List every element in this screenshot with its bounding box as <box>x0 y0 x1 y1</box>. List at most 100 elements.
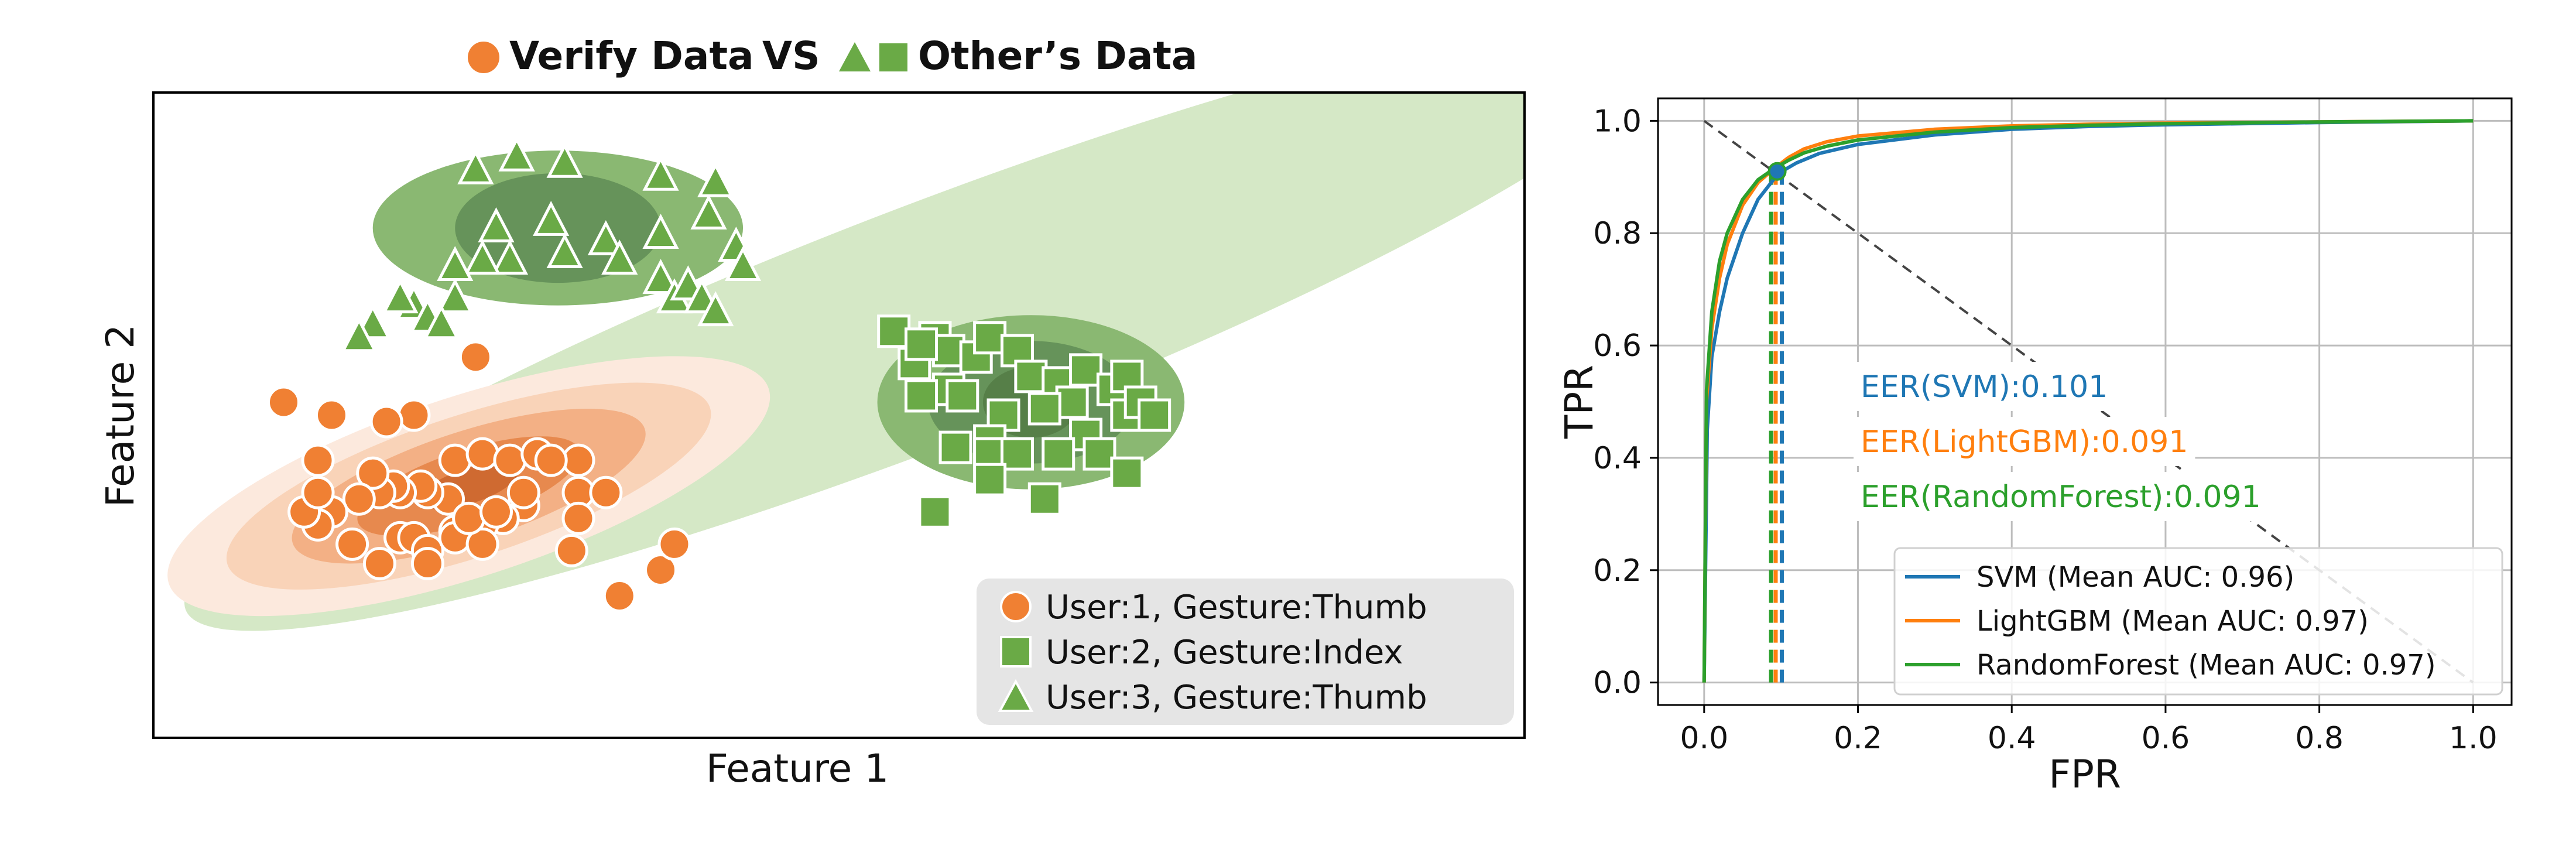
roc-legend-box <box>1893 547 2503 696</box>
scatter-point-square <box>1138 398 1171 432</box>
y-tick-label: 0.2 <box>1593 553 1642 588</box>
scatter-point-triangle <box>697 291 734 327</box>
y-tick-label: 1.0 <box>1593 104 1642 139</box>
scatter-point-triangle <box>546 142 583 178</box>
scatter-point-circle <box>452 501 486 535</box>
scatter-point-circle <box>479 495 513 529</box>
roc-y-label: TPR <box>1557 365 1602 439</box>
scatter-point-triangle <box>601 239 638 275</box>
scatter-point-triangle <box>437 278 474 314</box>
scatter-point-circle <box>301 475 335 509</box>
scatter-point-square <box>1000 437 1034 471</box>
scatter-chart: Feature 1 Feature 2 User:1, Gesture:Thum… <box>98 91 1526 791</box>
eer-point <box>1767 162 1787 181</box>
eer-label-randomforest: EER(RandomForest):0.091 <box>1861 480 2261 515</box>
roc-legend: SVM (Mean AUC: 0.96) LightGBM (Mean AUC:… <box>1893 547 2503 696</box>
scatter-point-square <box>931 334 965 368</box>
triangle-icon <box>839 42 871 71</box>
scatter-legend-box <box>977 579 1514 725</box>
scatter-point-square <box>877 314 911 348</box>
x-tick-label: 0.8 <box>2295 721 2344 756</box>
roc-ticks: 0.0 0.2 0.4 0.6 0.8 1.0 0.0 0.2 0.4 0.6 0.8 1.0 <box>1593 104 2497 756</box>
scatter-point-circle <box>397 398 431 432</box>
scatter-point-square <box>1069 353 1103 387</box>
scatter-point-circle <box>362 546 396 580</box>
scatter-point-triangle <box>546 233 583 268</box>
x-tick-label: 0.0 <box>1680 721 1728 756</box>
scatter-point-circle <box>534 443 568 477</box>
header-others-label: Other’s Data <box>918 33 1197 78</box>
square-icon <box>879 43 907 71</box>
scatter-point-circle <box>602 579 636 613</box>
scatter-point-triangle <box>423 304 460 340</box>
scatter-point-circle <box>561 501 595 535</box>
y-tick-label: 0.6 <box>1593 328 1642 364</box>
eer-annotations: EER(SVM):0.101 EER(LightGBM):0.091 EER(R… <box>1854 362 2268 521</box>
scatter-point-circle <box>266 385 300 419</box>
scatter-point-square <box>1014 360 1048 393</box>
scatter-legend-label: User:1, Gesture:Thumb <box>1046 588 1427 627</box>
scatter-point-circle <box>301 443 335 477</box>
scatter-point-square <box>905 327 938 361</box>
y-tick-label: 0.4 <box>1593 441 1642 476</box>
scatter-point-circle <box>554 533 588 567</box>
eer-label-svm: EER(SVM):0.101 <box>1861 369 2108 405</box>
scatter-point-square <box>1027 392 1061 426</box>
scatter-point-circle <box>644 553 678 587</box>
circle-icon <box>468 42 499 73</box>
scatter-point-triangle <box>642 259 679 295</box>
scatter-point-square <box>1083 437 1116 471</box>
scatter-point-circle <box>410 546 444 580</box>
scatter-point-circle <box>465 527 499 561</box>
eer-label-bg <box>1854 472 2268 521</box>
roc-x-label: FPR <box>2049 752 2121 797</box>
scatter-point-triangle <box>464 239 501 275</box>
x-tick-label: 1.0 <box>2449 721 2498 756</box>
scatter-point-circle <box>506 475 540 509</box>
figure-header: Verify Data VS Other’s Data <box>468 33 1197 78</box>
scatter-legend-label: User:3, Gesture:Thumb <box>1046 679 1427 717</box>
scatter-point-circle <box>589 475 623 509</box>
eer-label-bg <box>1854 362 2115 411</box>
scatter-point-circle <box>342 482 376 516</box>
scatter-point-triangle <box>491 239 529 275</box>
x-tick-label: 0.4 <box>1988 721 2036 756</box>
roc-legend-label: SVM (Mean AUC: 0.96) <box>1976 561 2294 594</box>
scatter-point-square <box>918 495 952 529</box>
scatter-point-triangle <box>533 200 570 236</box>
scatter-x-label: Feature 1 <box>706 746 889 791</box>
roc-legend-label: RandomForest (Mean AUC: 0.97) <box>1976 649 2436 682</box>
scatter-point-triangle <box>587 220 624 255</box>
scatter-point-square <box>938 430 972 464</box>
scatter-point-circle <box>438 443 472 477</box>
header-verify-label: Verify Data <box>509 33 754 78</box>
scatter-points <box>266 136 1171 613</box>
roc-curve-randomforest <box>1702 119 2474 683</box>
scatter-point-circle <box>335 527 369 561</box>
scatter-point-triangle <box>690 194 727 230</box>
y-tick-label: 0.8 <box>1593 216 1642 251</box>
scatter-point-circle <box>356 456 390 490</box>
scatter-point-triangle <box>642 155 679 191</box>
scatter-plot-frame <box>152 91 1526 739</box>
scatter-point-square <box>1042 437 1075 471</box>
scatter-point-circle <box>458 340 492 374</box>
scatter-point-circle <box>465 437 499 471</box>
scatter-point-circle <box>493 443 527 477</box>
scatter-point-square <box>946 379 979 413</box>
x-tick-label: 0.2 <box>1834 721 1882 756</box>
square-icon <box>1000 636 1032 668</box>
scatter-point-circle <box>561 443 595 477</box>
roc-chart: 0.0 0.2 0.4 0.6 0.8 1.0 0.0 0.2 0.4 0.6 0.8 1.0 EER… <box>1557 97 2513 797</box>
scatter-point-circle <box>657 527 691 561</box>
scatter-point-square <box>1027 482 1061 516</box>
scatter-point-triangle <box>457 149 494 184</box>
roc-legend-label: LightGBM (Mean AUC: 0.97) <box>1976 605 2369 638</box>
scatter-point-circle <box>314 398 348 432</box>
scatter-point-square <box>973 463 1007 497</box>
scatter-point-triangle <box>642 214 679 249</box>
header-vs-label: VS <box>762 33 820 78</box>
scatter-point-square <box>973 321 1007 355</box>
